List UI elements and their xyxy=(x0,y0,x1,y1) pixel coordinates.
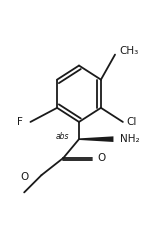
Text: CH₃: CH₃ xyxy=(120,46,139,57)
Text: O: O xyxy=(98,153,106,163)
Text: abs: abs xyxy=(56,132,70,141)
Text: F: F xyxy=(17,117,23,127)
Text: O: O xyxy=(21,172,29,182)
Text: Cl: Cl xyxy=(126,117,136,127)
Text: NH₂: NH₂ xyxy=(120,134,139,144)
Polygon shape xyxy=(79,136,113,142)
